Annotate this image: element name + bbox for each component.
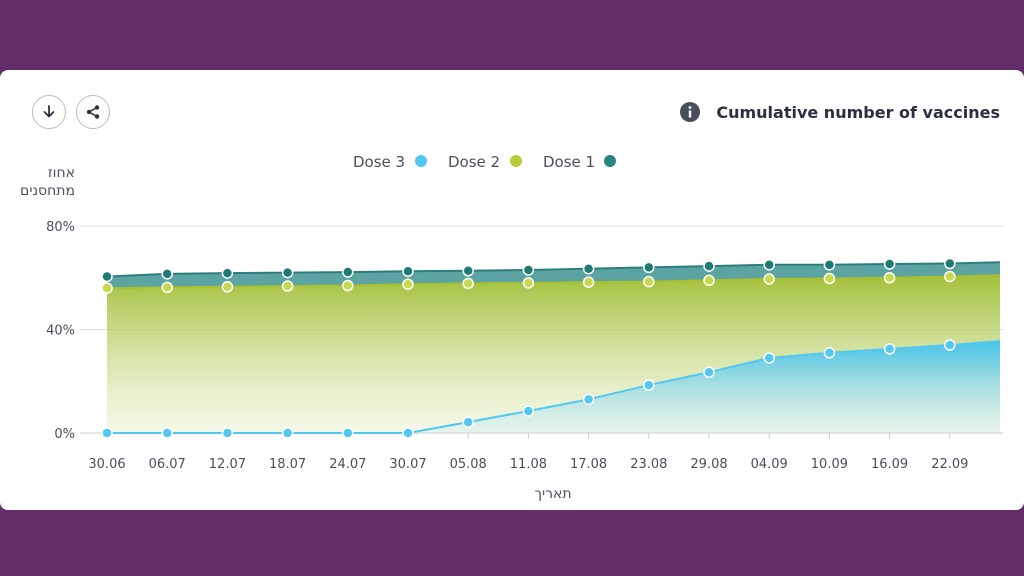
dose-3-point [703, 366, 715, 378]
y-tick-label: 80% [46, 220, 75, 235]
dose-2-point [402, 278, 414, 290]
dose-3-point [101, 427, 113, 439]
dose-3-line [107, 340, 1001, 434]
dose-3-point [161, 427, 173, 439]
x-tick-label: 17.08 [570, 457, 607, 472]
dose-2-line [106, 274, 1001, 290]
legend-label-dose-3: Dose 3 [353, 153, 405, 171]
legend-marker-dose-2 [510, 155, 522, 167]
x-tick-label: 30.06 [88, 457, 125, 472]
legend-marker-dose-3 [415, 155, 427, 167]
x-tick-label: 10.09 [811, 457, 848, 472]
dose-1-point [281, 266, 294, 279]
info-icon[interactable] [680, 102, 701, 122]
dose-1-line [106, 261, 1001, 278]
dose-2-point [161, 281, 173, 294]
chart-header: Cumulative number of vaccines [680, 100, 1000, 124]
dose-3-point [763, 352, 775, 364]
dose-2-point [944, 270, 956, 283]
x-tick-label: 04.09 [751, 457, 788, 472]
dose-1-point [763, 259, 775, 271]
dose-2-point [703, 274, 715, 287]
dose-2-point [221, 281, 234, 293]
dose-1-point [643, 261, 655, 274]
dose-1-point [402, 265, 414, 278]
dose-3-area [107, 341, 1000, 433]
dose-3-point [342, 427, 354, 439]
dose-3-point [643, 379, 655, 391]
dose-1-point [342, 266, 354, 278]
download-icon [43, 105, 55, 118]
share-button[interactable] [76, 95, 110, 129]
share-icon [86, 105, 100, 119]
dose-1-point [582, 262, 595, 275]
dose-2-point [462, 277, 474, 290]
x-tick-label: 29.08 [690, 457, 727, 472]
dose-1-point [944, 257, 956, 270]
dose-1-area [107, 262, 1000, 289]
dose-1-point [823, 259, 836, 271]
dose-3-point [823, 347, 836, 359]
legend-label-dose-1: Dose 1 [543, 153, 595, 171]
dose-3-point [281, 427, 294, 439]
x-tick-label: 11.08 [510, 457, 547, 472]
x-tick-label: 18.07 [269, 457, 306, 472]
dose-3-point [522, 405, 535, 417]
download-button[interactable] [32, 95, 66, 129]
x-tick-label: 23.08 [630, 457, 667, 472]
dose-2-point [582, 276, 595, 288]
legend-label-dose-2: Dose 2 [448, 153, 500, 171]
x-tick-label: 24.07 [329, 457, 366, 472]
x-tick-label: 16.09 [871, 457, 908, 472]
x-tick-label: 12.07 [209, 457, 246, 472]
x-tick-label: 06.07 [149, 457, 186, 472]
y-axis-title: אחוז [48, 165, 75, 181]
x-tick-label: 05.08 [450, 457, 487, 472]
dose-2-point [883, 272, 896, 284]
dose-1-point [883, 258, 896, 270]
x-axis-title: תאריך [534, 486, 571, 502]
dose-3-point [883, 343, 896, 355]
dose-3-point [402, 427, 414, 439]
dose-3-point [944, 339, 956, 351]
legend-marker-dose-1 [604, 155, 616, 167]
dose-2-point [522, 277, 535, 289]
dose-2-point [342, 279, 354, 292]
chart-title: Cumulative number of vaccines [716, 102, 1000, 122]
dose-1-point [221, 267, 234, 279]
dose-1-point [101, 270, 113, 283]
x-tick-label: 22.09 [931, 457, 968, 472]
y-tick-label: 40% [46, 324, 75, 339]
y-axis-title: מתחסנים [20, 183, 75, 199]
dose-1-point [703, 260, 715, 272]
dose-3-point [462, 416, 474, 428]
chart-card: Cumulative number of vaccines 0% 40% 80% אח… [0, 70, 1024, 510]
dose-3-point [582, 393, 595, 406]
dose-2-point [643, 275, 655, 288]
x-tick-label: 30.07 [389, 457, 426, 472]
dose-1-point [161, 268, 173, 280]
area-chart: 0% 40% 80% אחוז מתחסנים 30.06 06.07 12.07 18.07 2… [20, 153, 1003, 502]
dose-3-point [221, 427, 234, 439]
dose-2-point [281, 280, 294, 292]
dose-1-point [522, 264, 535, 276]
y-tick-label: 0% [54, 427, 75, 442]
dose-2-point [763, 273, 775, 285]
dose-2-point [823, 272, 836, 285]
dose-1-point [462, 265, 474, 277]
dose-2-point [101, 282, 113, 294]
